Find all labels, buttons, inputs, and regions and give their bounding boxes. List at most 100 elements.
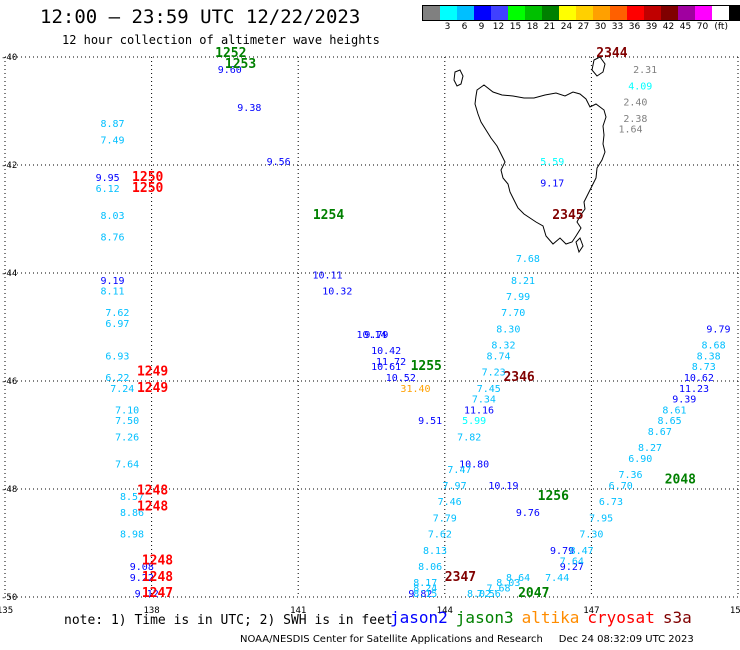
swh-value-label: 8.24 xyxy=(413,584,437,595)
colorbar xyxy=(422,5,740,21)
colorbar-tick-label: 9 xyxy=(478,22,485,32)
swh-value-label: 7.99 xyxy=(506,292,530,303)
colorbar-unit-label: (ft) xyxy=(714,22,728,32)
pass-number-label: 1249 xyxy=(137,365,168,380)
swh-value-label: 11.16 xyxy=(464,405,494,416)
pass-number-label: 1255 xyxy=(411,359,442,374)
swh-value-label: 6.93 xyxy=(105,351,129,362)
swh-value-label: 7.30 xyxy=(579,530,603,541)
swh-value-label: 8.87 xyxy=(100,119,124,130)
swh-value-label: 8.02 xyxy=(467,589,491,600)
swh-value-label: 7.56 xyxy=(477,589,501,600)
swh-value-label: 7.47 xyxy=(447,465,471,476)
king-island-coastline xyxy=(453,69,464,87)
pass-number-label: 2047 xyxy=(518,586,549,601)
legend-item-altika: altika xyxy=(521,608,580,627)
colorbar-tick-label: 18 xyxy=(526,22,539,32)
track-s3a: 2.31 4.09 2.40 2.381.64 xyxy=(618,65,657,135)
swh-value-label: 10.11 xyxy=(312,270,342,281)
pass-number-label: 1247 xyxy=(142,586,173,601)
swh-value-label: 10.52 xyxy=(386,373,416,384)
swh-value-label: 9.82 xyxy=(408,589,432,600)
swh-value-label: 6.97 xyxy=(105,319,129,330)
chart-subtitle: 12 hour collection of altimeter wave hei… xyxy=(62,33,380,47)
swh-value-label: 8.47 xyxy=(570,546,594,557)
swh-value-label: 10.62 xyxy=(684,373,714,384)
swh-value-label: 6.12 xyxy=(96,184,120,195)
colorbar-labels: 3 6 9 12 15 18 21 24 27 30 33 36 39 42 45 70 (ft) xyxy=(422,22,740,34)
pass-number-label: 2347 xyxy=(445,570,476,585)
pass-number-label: 1248 xyxy=(142,570,173,585)
x-tick-label: 138 xyxy=(143,606,159,616)
swh-value-label: 8.32 xyxy=(491,341,515,352)
swh-value-label: 7.36 xyxy=(618,470,642,481)
swh-value-label: 7.45 xyxy=(477,384,501,395)
swh-value-label: 8.74 xyxy=(487,351,511,362)
swh-value-label: 9.95 xyxy=(96,173,120,184)
y-tick-label: -48 xyxy=(1,485,17,495)
swh-value-label: 9.79 xyxy=(364,330,388,341)
x-tick-label: 150 xyxy=(730,606,740,616)
swh-value-label: 7.68 xyxy=(487,584,511,595)
swh-value-label: 7.64 xyxy=(560,557,584,568)
swh-value-label: 8.15 xyxy=(413,589,437,600)
colorbar-swatch xyxy=(491,6,508,20)
flinders-island-coastline xyxy=(591,56,606,77)
swh-value-label: 10.19 xyxy=(488,481,518,492)
footer-credit: NOAA/NESDIS Center for Satellite Applica… xyxy=(240,634,694,645)
swh-value-label: 6.22 xyxy=(105,373,129,384)
colorbar-tick-label: 21 xyxy=(543,22,556,32)
swh-value-label: 7.62 xyxy=(105,308,129,319)
pass-labels-layer: 1250125012491249124812481248124812471252… xyxy=(132,46,696,601)
swh-value-label: 6.73 xyxy=(599,497,623,508)
colorbar-tick-label: 15 xyxy=(509,22,522,32)
x-tick-label: 147 xyxy=(583,606,599,616)
swh-value-label: 8.03 xyxy=(496,578,520,589)
swh-value-label: 8.06 xyxy=(418,562,442,573)
y-tick-label: -40 xyxy=(1,53,17,63)
swh-value-label: 9.51 xyxy=(418,416,442,427)
colorbar-swatch xyxy=(508,6,525,20)
swh-value-label: 8.38 xyxy=(697,351,721,362)
y-tick-label: -46 xyxy=(1,377,17,387)
colorbar-tick-label: 24 xyxy=(560,22,573,32)
swh-value-label: 9.22 xyxy=(130,573,154,584)
swh-value-label: 9.27 xyxy=(560,562,584,573)
colorbar-tick-label: 42 xyxy=(662,22,675,32)
swh-value-label: 7.26 xyxy=(115,432,139,443)
pass-number-label: 2344 xyxy=(596,46,627,61)
colorbar-swatch xyxy=(661,6,678,20)
footer-note: note: 1) Time is in UTC; 2) SWH is in fe… xyxy=(64,613,393,628)
swh-value-label: 8.65 xyxy=(658,416,682,427)
colorbar-tick-label: 27 xyxy=(577,22,590,32)
swh-value-label: 7.70 xyxy=(501,308,525,319)
swh-value-label: 1.64 xyxy=(618,125,642,136)
colorbar-swatch xyxy=(644,6,661,20)
swh-value-label: 9.79 xyxy=(550,546,574,557)
swh-value-label: 7.24 xyxy=(110,384,134,395)
swh-value-label: 9.38 xyxy=(237,103,261,114)
y-tick-label: -44 xyxy=(1,269,17,279)
coastline-layer xyxy=(453,56,607,254)
colorbar-swatch xyxy=(474,6,491,20)
satellite-legend: jason2 jason3 altika cryosat s3a xyxy=(390,608,700,627)
swh-value-label: 8.98 xyxy=(120,530,144,541)
colorbar-tick-label: 30 xyxy=(594,22,607,32)
swh-value-label: 6.70 xyxy=(609,481,633,492)
swh-value-label: 7.50 xyxy=(115,416,139,427)
swh-value-label: 9.17 xyxy=(540,179,564,190)
swh-value-label: 9.79 xyxy=(706,324,730,335)
swh-value-label: 7.10 xyxy=(115,405,139,416)
swh-value-label: 11.72 xyxy=(376,357,406,368)
swh-value-label: 11.23 xyxy=(679,384,709,395)
pass-number-label: 1252 xyxy=(215,46,246,61)
legend-item-jason2: jason2 xyxy=(390,608,448,627)
swh-value-label: 9.56 xyxy=(267,157,291,168)
swh-value-label: 8.11 xyxy=(100,287,124,298)
chart-title: 12:00 – 23:59 UTC 12/22/2023 xyxy=(40,6,361,28)
colorbar-swatch xyxy=(610,6,627,20)
swh-value-label: 8.67 xyxy=(648,427,672,438)
legend-item-jason3: jason3 xyxy=(455,608,514,627)
